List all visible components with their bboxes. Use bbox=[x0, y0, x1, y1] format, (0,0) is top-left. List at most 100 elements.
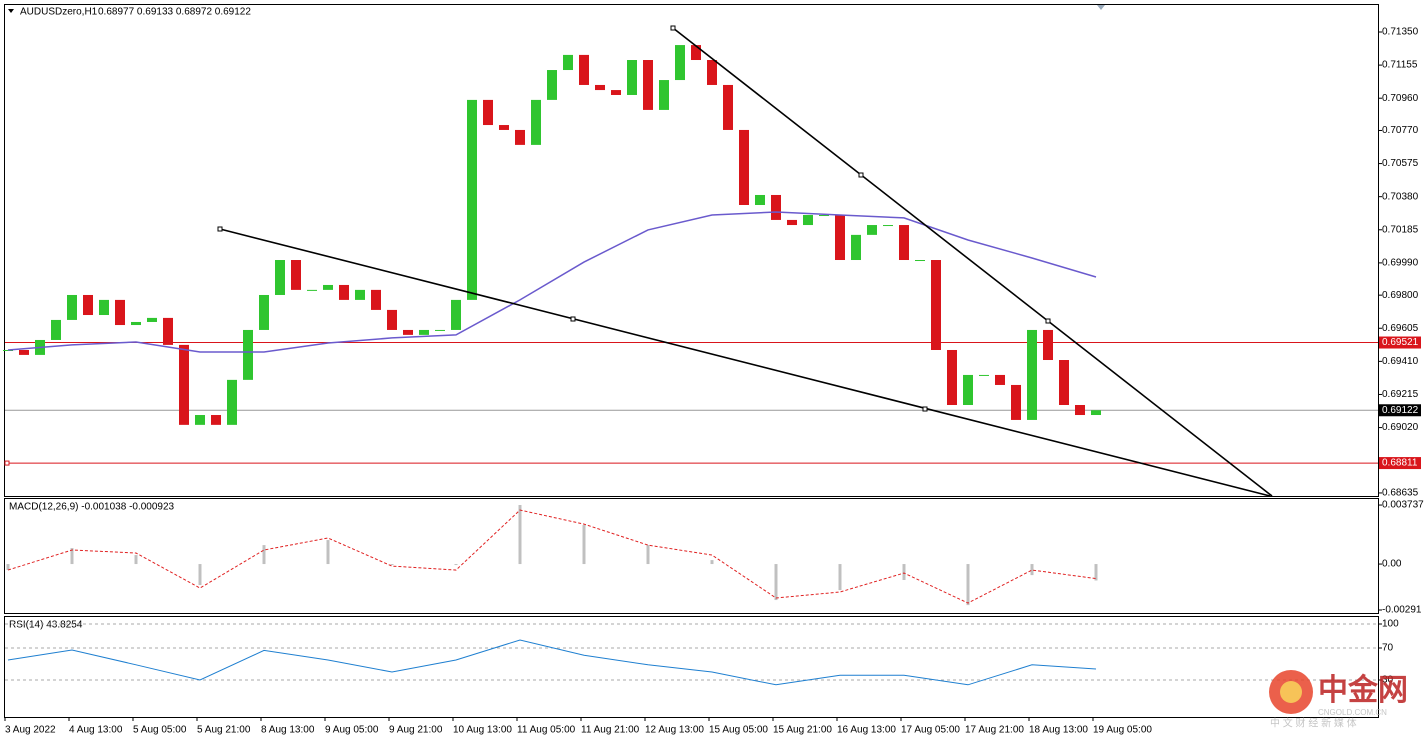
candle bbox=[723, 84, 733, 130]
y-tick-label: 0.70185 bbox=[1382, 224, 1419, 235]
x-tick-label: 17 Aug 05:00 bbox=[901, 725, 960, 736]
candle bbox=[99, 299, 109, 316]
x-tick-label: 15 Aug 21:00 bbox=[773, 725, 832, 736]
x-tick-label: 15 Aug 05:00 bbox=[709, 725, 768, 736]
candle bbox=[883, 225, 893, 227]
y-tick-label: 70 bbox=[1382, 643, 1394, 654]
y-tick-label: 0.71155 bbox=[1382, 60, 1418, 71]
candle bbox=[387, 309, 397, 330]
x-tick-label: 16 Aug 13:00 bbox=[837, 725, 896, 736]
y-tick-label: -0.00291 bbox=[1382, 605, 1422, 616]
handle[interactable] bbox=[570, 316, 576, 322]
candle bbox=[211, 415, 221, 425]
candle bbox=[195, 415, 205, 425]
candle bbox=[51, 319, 61, 340]
y-tick-label: 100 bbox=[1382, 619, 1399, 630]
y-tick-label: 0.69800 bbox=[1382, 290, 1419, 301]
main-panel bbox=[4, 4, 1379, 497]
candle bbox=[1027, 329, 1037, 420]
trendlines bbox=[217, 25, 1273, 497]
y-tick-label: 0.00 bbox=[1382, 559, 1402, 570]
macd-bar bbox=[326, 540, 330, 565]
candle bbox=[915, 260, 925, 262]
y-tick-label: 0.69990 bbox=[1382, 258, 1419, 269]
y-tick-label: 0.69020 bbox=[1382, 422, 1419, 433]
price-label: 0.68811 bbox=[1382, 458, 1418, 469]
candle bbox=[131, 321, 141, 326]
x-tick-label: 18 Aug 13:00 bbox=[1029, 725, 1088, 736]
macd-bar bbox=[262, 545, 266, 565]
handle[interactable] bbox=[858, 172, 864, 178]
candle bbox=[851, 234, 861, 261]
candle bbox=[19, 349, 29, 355]
y-tick-label: 0.70575 bbox=[1382, 158, 1419, 169]
candle bbox=[339, 284, 349, 300]
candle bbox=[371, 289, 381, 310]
symbol-title: AUDUSDzero,H1 bbox=[20, 7, 98, 18]
moving-average bbox=[7, 211, 1097, 353]
candle bbox=[403, 329, 413, 335]
candle bbox=[1075, 404, 1085, 416]
x-tick-label: 19 Aug 05:00 bbox=[1093, 725, 1152, 736]
candle bbox=[739, 129, 749, 205]
watermark-logo bbox=[1280, 681, 1302, 703]
candle bbox=[627, 60, 637, 95]
x-tick-label: 5 Aug 05:00 bbox=[133, 725, 187, 736]
y-tick-label: 0.69215 bbox=[1382, 389, 1419, 400]
candle bbox=[659, 80, 669, 110]
watermark: 中金网 CNGOLD.COM.CN 中 文 财 经 新 媒 体 bbox=[1269, 670, 1408, 730]
candle bbox=[643, 60, 653, 110]
candle bbox=[979, 374, 989, 376]
candle bbox=[947, 349, 957, 405]
y-tick-label: 0.68635 bbox=[1382, 488, 1419, 499]
candle bbox=[227, 379, 237, 425]
y-tick-label: 30 bbox=[1382, 675, 1394, 686]
price-label-box bbox=[1379, 404, 1421, 417]
macd-bar bbox=[966, 564, 970, 606]
candle bbox=[499, 125, 509, 130]
macd-bar bbox=[838, 564, 842, 591]
rsi-panel bbox=[4, 616, 1379, 718]
candle bbox=[307, 289, 317, 291]
candle bbox=[547, 70, 557, 100]
handle[interactable] bbox=[217, 226, 223, 232]
candle bbox=[115, 299, 125, 326]
macd-bar bbox=[582, 525, 586, 565]
y-tick-label: 0.70960 bbox=[1382, 93, 1419, 104]
watermark-slogan: 中 文 财 经 新 媒 体 bbox=[1270, 717, 1357, 730]
menu-arrow[interactable] bbox=[8, 9, 14, 13]
handle[interactable] bbox=[922, 406, 928, 412]
x-tick-label: 10 Aug 13:00 bbox=[453, 725, 512, 736]
macd-bar bbox=[774, 564, 778, 601]
price-label: 0.69122 bbox=[1382, 405, 1419, 416]
candle bbox=[771, 194, 781, 220]
price-label-box bbox=[1379, 457, 1421, 470]
candle bbox=[163, 317, 173, 345]
x-tick-label: 12 Aug 13:00 bbox=[645, 725, 704, 736]
candle bbox=[1059, 360, 1069, 405]
y-tick-label: 0.71350 bbox=[1382, 27, 1419, 38]
macd-bar bbox=[134, 555, 138, 565]
candle bbox=[1011, 384, 1021, 420]
candle bbox=[259, 294, 269, 330]
rsi-line bbox=[7, 639, 1097, 686]
watermark-site: CNGOLD.COM.CN bbox=[1318, 708, 1387, 717]
y-tick-label: 0.70770 bbox=[1382, 125, 1419, 136]
candle bbox=[691, 45, 701, 61]
candle bbox=[243, 329, 253, 380]
trendline bbox=[672, 27, 1273, 497]
candle bbox=[3, 349, 13, 351]
rsi-title: RSI(14) 43.8254 bbox=[9, 620, 83, 631]
handle[interactable] bbox=[1045, 318, 1051, 324]
macd-bar bbox=[646, 545, 650, 565]
handle[interactable] bbox=[670, 25, 676, 31]
candle bbox=[787, 219, 797, 226]
candle bbox=[147, 317, 157, 322]
macd-bar bbox=[390, 564, 394, 566]
candle bbox=[1043, 329, 1053, 361]
candle bbox=[803, 215, 813, 226]
candle bbox=[179, 344, 189, 425]
candle bbox=[483, 99, 493, 126]
